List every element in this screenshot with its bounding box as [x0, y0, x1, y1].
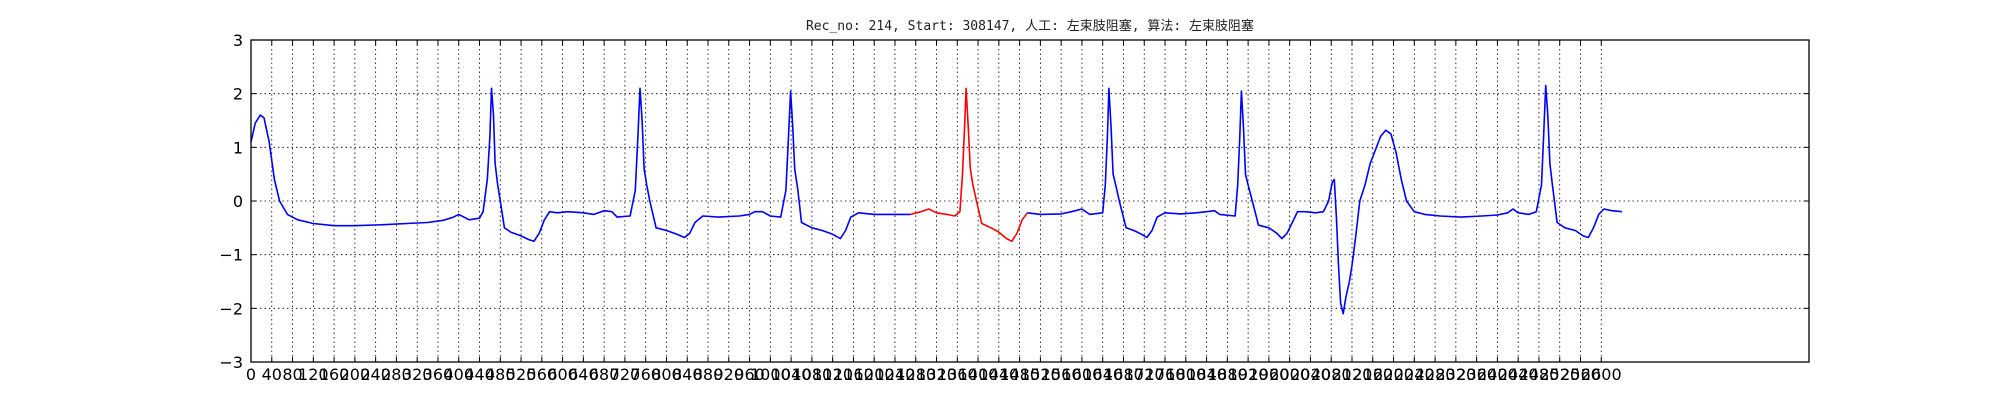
x-tick-label: 2320 [1435, 365, 1476, 384]
x-tick-label: 440 [464, 365, 495, 384]
x-tick-label: 1280 [895, 365, 936, 384]
x-tick-label: 200 [340, 365, 371, 384]
x-tick-label: 1840 [1186, 365, 1227, 384]
y-tick-label: 0 [233, 192, 243, 211]
x-tick-label: 1800 [1165, 365, 1206, 384]
x-tick-label: 360 [423, 365, 454, 384]
x-tick-label: 2520 [1539, 365, 1580, 384]
y-tick-label: −1 [219, 246, 243, 265]
x-tick-label: 2240 [1394, 365, 1435, 384]
x-tick-label: 2400 [1477, 365, 1518, 384]
x-tick-label: 960 [734, 365, 765, 384]
x-tick-label: 0 [246, 365, 256, 384]
x-tick-label: 1360 [937, 365, 978, 384]
x-tick-label: 120 [298, 365, 329, 384]
x-tick-label: 1480 [999, 365, 1040, 384]
y-tick-label: −2 [219, 299, 243, 318]
x-tick-label: 2040 [1290, 365, 1331, 384]
x-tick-label: 640 [568, 365, 599, 384]
x-tick-label: 2120 [1332, 365, 1373, 384]
y-tick-label: 3 [233, 31, 243, 50]
x-tick-label: 600 [547, 365, 578, 384]
ecg-series-2 [1027, 84, 1623, 315]
x-tick-label: 800 [651, 365, 682, 384]
series-lines [250, 84, 1623, 315]
x-tick-label: 2560 [1560, 365, 1601, 384]
x-tick-label: 160 [319, 365, 350, 384]
ecg-series-1 [910, 87, 1029, 243]
x-tick-label: 880 [693, 365, 724, 384]
ecg-series-0 [250, 87, 911, 243]
x-tick-label: 2200 [1373, 365, 1414, 384]
x-tick-label: 2480 [1519, 365, 1560, 384]
x-tick-label: 1000 [750, 365, 791, 384]
x-tick-label: 560 [527, 365, 558, 384]
x-tick-label: 2600 [1581, 365, 1622, 384]
y-tick-label: 2 [233, 85, 243, 104]
x-tick-label: 2160 [1352, 365, 1393, 384]
x-tick-label: 320 [402, 365, 433, 384]
x-tick-label: 1160 [833, 365, 874, 384]
x-tick-label: 1400 [958, 365, 999, 384]
x-tick-label: 2000 [1269, 365, 1310, 384]
x-tick-label: 1080 [792, 365, 833, 384]
x-tick-label: 1120 [812, 365, 853, 384]
x-tick-label: 760 [630, 365, 661, 384]
x-tick-label: 40 [262, 365, 282, 384]
x-tick-label: 240 [360, 365, 391, 384]
x-tick-label: 2440 [1498, 365, 1539, 384]
x-tick-label: 1240 [875, 365, 916, 384]
y-tick-label: −3 [219, 353, 243, 372]
x-tick-label: 2360 [1456, 365, 1497, 384]
grid-lines [251, 40, 1809, 362]
x-tick-label: 1760 [1145, 365, 1186, 384]
x-tick-label: 720 [610, 365, 641, 384]
x-tick-label: 1560 [1041, 365, 1082, 384]
x-tick-label: 920 [714, 365, 745, 384]
x-tick-label: 400 [443, 365, 474, 384]
x-tick-label: 1200 [854, 365, 895, 384]
chart-title: Rec_no: 214, Start: 308147, 人工: 左束肢阻塞, 算… [806, 18, 1254, 34]
x-tick-label: 2080 [1311, 365, 1352, 384]
x-tick-label: 1520 [1020, 365, 1061, 384]
x-tick-label: 2280 [1415, 365, 1456, 384]
x-axis-ticks: 0 40 8012016020024028032036040044048052056… [246, 40, 1622, 384]
x-tick-label: 480 [485, 365, 516, 384]
x-tick-label: 1600 [1062, 365, 1103, 384]
x-tick-label: 1920 [1228, 365, 1269, 384]
x-tick-label: 680 [589, 365, 620, 384]
x-tick-label: 80 [282, 365, 302, 384]
x-tick-label: 1440 [978, 365, 1019, 384]
x-tick-label: 280 [381, 365, 412, 384]
x-tick-label: 1880 [1207, 365, 1248, 384]
x-tick-label: 520 [506, 365, 537, 384]
x-tick-label: 1960 [1249, 365, 1290, 384]
x-tick-label: 1320 [916, 365, 957, 384]
x-tick-label: 1040 [771, 365, 812, 384]
y-axis-ticks: 3 2 1 0 −1 −2 −3 [219, 31, 1809, 372]
y-tick-label: 1 [233, 138, 243, 157]
x-tick-label: 1640 [1082, 365, 1123, 384]
x-tick-label: 1720 [1124, 365, 1165, 384]
x-tick-label: 840 [672, 365, 703, 384]
x-tick-label: 1680 [1103, 365, 1144, 384]
